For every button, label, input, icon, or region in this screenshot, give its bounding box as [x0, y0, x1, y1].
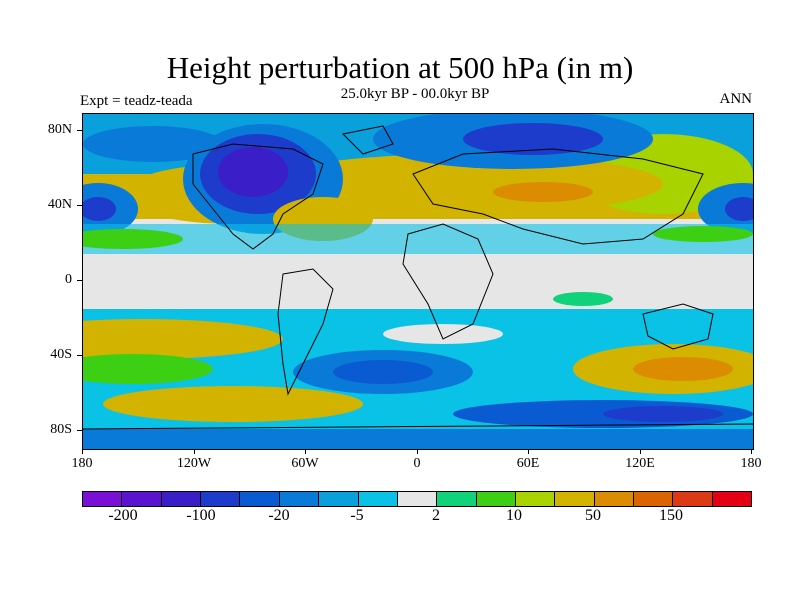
- colorbar-box: [673, 492, 713, 506]
- colorbar-label: -20: [268, 507, 290, 524]
- y-tick: [77, 130, 82, 131]
- bering-negative: [83, 126, 223, 162]
- x-tick: [194, 449, 195, 454]
- colorbar-label: 50: [585, 507, 601, 524]
- colorbar-label: -5: [350, 507, 364, 524]
- colorbar-box: [279, 492, 320, 506]
- height-anomaly-field: [83, 114, 753, 449]
- pacific-green: [83, 229, 183, 249]
- map-panel: [82, 113, 754, 450]
- x-tick: [751, 449, 752, 454]
- season-label: ANN: [719, 91, 753, 107]
- x-tick: [305, 449, 306, 454]
- south-atlantic-neutral: [383, 324, 503, 344]
- x-tick-label: 120E: [625, 456, 655, 471]
- colorbar-box: [712, 492, 752, 506]
- southern-ocean-positive: [103, 386, 363, 422]
- australia-coast: [642, 303, 714, 350]
- east-pacific-negative-core: [725, 197, 753, 221]
- y-tick: [77, 205, 82, 206]
- y-tick-label: 40N: [47, 197, 72, 212]
- plot-subtitle: 25.0kyr BP - 00.0kyr BP: [340, 86, 490, 102]
- north-america-coast: [192, 143, 324, 250]
- x-tick-label: 0: [413, 456, 421, 471]
- x-tick: [82, 449, 83, 454]
- west-pacific-green: [653, 226, 753, 242]
- tropics-neutral: [83, 254, 753, 309]
- x-tick: [640, 449, 641, 454]
- central-asia-positive-core: [493, 182, 593, 202]
- plot-title: Height perturbation at 500 hPa (in m): [166, 50, 634, 85]
- colorbar-box: [358, 492, 398, 506]
- indian-ocean-green: [553, 292, 613, 306]
- colorbar: [82, 491, 752, 507]
- colorbar-box: [397, 492, 438, 506]
- eurasia-coast: [412, 148, 704, 245]
- y-tick-label: 0: [65, 272, 72, 287]
- y-tick: [77, 280, 82, 281]
- antarctic-negative-core: [603, 406, 723, 422]
- colorbar-label: -100: [186, 507, 216, 524]
- na-negative-core: [218, 147, 288, 197]
- south-atlantic-negative-core: [333, 360, 433, 384]
- y-tick-label: 80N: [47, 122, 72, 137]
- colorbar-box: [201, 492, 241, 506]
- south-pacific-positive: [83, 319, 283, 359]
- antarctic-band: [83, 429, 753, 449]
- coastlines: [83, 125, 753, 430]
- africa-coast: [402, 223, 494, 340]
- colorbar-box: [476, 492, 516, 506]
- x-tick-label: 60E: [516, 456, 540, 471]
- nh-subtropic-cyan: [83, 224, 753, 254]
- west-pacific-negative-core: [83, 197, 116, 221]
- south-pacific-green: [83, 354, 213, 384]
- colorbar-box: [161, 492, 202, 506]
- colorbar-label: 2: [432, 507, 440, 524]
- colorbar-box: [555, 492, 595, 506]
- colorbar-box: [83, 492, 123, 506]
- y-tick: [77, 355, 82, 356]
- y-tick-label: 40S: [50, 347, 72, 362]
- colorbar-box: [515, 492, 556, 506]
- x-tick-label: 180: [71, 456, 93, 471]
- colorbar-box: [594, 492, 635, 506]
- south-america-coast: [277, 268, 334, 396]
- colorbar-box: [122, 492, 162, 506]
- colorbar-box: [319, 492, 359, 506]
- siberian-negative-core: [463, 123, 603, 155]
- colorbar-label: 150: [659, 507, 683, 524]
- x-tick-label: 180: [740, 456, 762, 471]
- colorbar-label: -200: [108, 507, 138, 524]
- x-tick-label: 60W: [291, 456, 319, 471]
- y-tick-label: 80S: [50, 422, 72, 437]
- x-tick-label: 120W: [176, 456, 212, 471]
- greenland-coast: [341, 125, 394, 155]
- colorbar-label: 10: [506, 507, 522, 524]
- x-tick: [417, 449, 418, 454]
- colorbar-box: [437, 492, 477, 506]
- colorbar-box: [634, 492, 674, 506]
- y-tick: [77, 430, 82, 431]
- colorbar-box: [240, 492, 280, 506]
- antarctica-coast: [83, 423, 753, 430]
- x-tick: [528, 449, 529, 454]
- experiment-label: Expt = teadz-teada: [80, 93, 193, 109]
- australia-south-core: [633, 357, 733, 381]
